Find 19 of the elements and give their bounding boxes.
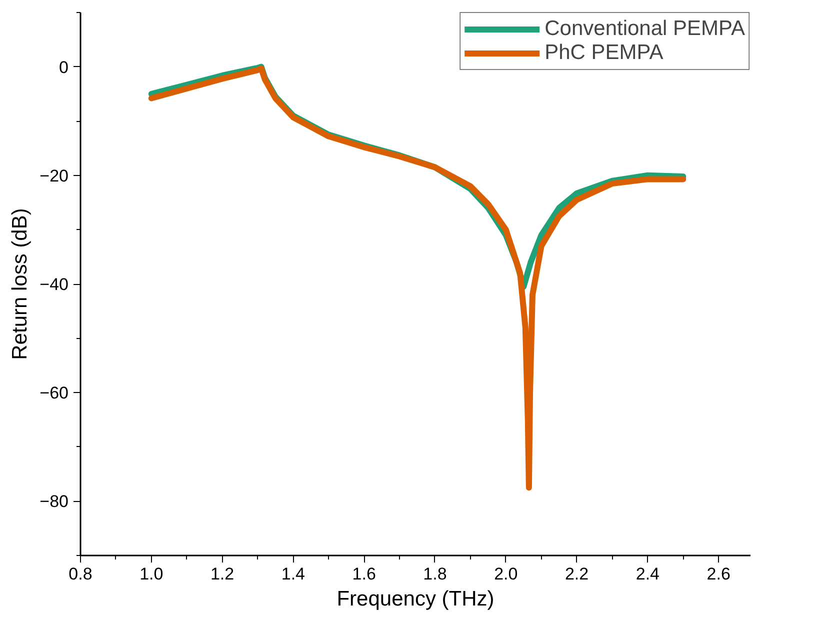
y-tick-label: 0 <box>59 58 69 77</box>
x-tick-label: 2.6 <box>706 564 730 584</box>
x-tick-label: 1.6 <box>352 564 376 584</box>
x-tick-label: 1.2 <box>210 564 234 584</box>
y-tick-label: −20 <box>40 166 69 186</box>
y-axis-title: Return loss (dB) <box>8 208 32 360</box>
legend-label: PhC PEMPA <box>544 41 664 65</box>
x-tick-label: 2.2 <box>564 564 589 584</box>
x-tick-label: 0.8 <box>68 564 92 584</box>
x-axis-title: Frequency (THz) <box>336 588 494 610</box>
y-tick-label: −40 <box>40 275 69 294</box>
y-tick-label: −60 <box>40 384 69 403</box>
x-tick-label: 2.4 <box>636 564 660 584</box>
legend-label: Conventional PEMPA <box>544 17 745 41</box>
x-tick-label: 2.0 <box>494 564 518 584</box>
x-tick-label: 1.0 <box>140 564 164 584</box>
x-tick-label: 1.4 <box>281 564 306 584</box>
x-tick-label: 1.8 <box>423 564 447 584</box>
y-tick-label: −80 <box>40 492 69 512</box>
